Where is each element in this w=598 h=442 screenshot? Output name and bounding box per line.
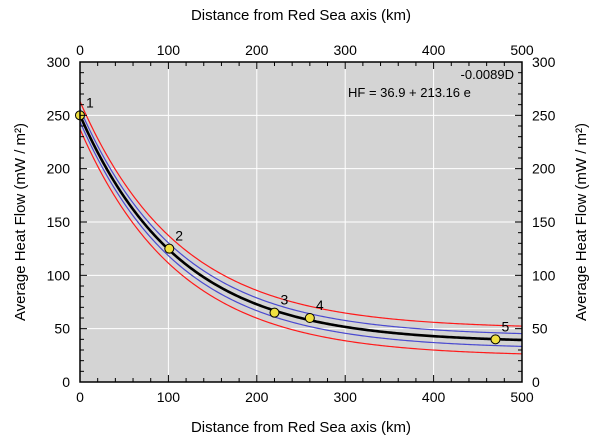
x-tick-label-top: 200	[245, 42, 269, 58]
y-tick-label-left: 300	[47, 54, 71, 70]
grid	[80, 62, 522, 382]
data-points: 1 2 3 4 5	[75, 94, 509, 345]
y-tick-label-right: 100	[532, 267, 556, 283]
y-tick-label-left: 100	[47, 267, 71, 283]
equation-main: HF = 36.9 + 213.16 e	[348, 85, 471, 100]
y-tick-label-left: 200	[47, 161, 71, 177]
data-point-label-4: 4	[316, 297, 324, 313]
y-tick-label-right: 200	[532, 161, 556, 177]
x-tick-label-bottom: 200	[245, 389, 269, 405]
confidence-band-line	[79, 121, 523, 347]
data-point-3	[269, 307, 280, 318]
data-point-2	[164, 243, 175, 254]
y-axis-label-left: Average Heat Flow (mW / m²)	[12, 123, 29, 321]
fit-curve	[78, 114, 523, 342]
y-tick-label-right: 0	[532, 374, 540, 390]
x-axis-label-bottom: Distance from Red Sea axis (km)	[191, 419, 411, 436]
x-tick-label-bottom: 0	[76, 389, 84, 405]
y-tick-label-left: 250	[47, 107, 71, 123]
x-tick-label-top: 100	[157, 42, 181, 58]
data-point-label-5: 5	[501, 318, 509, 334]
data-point-label-1: 1	[86, 94, 94, 110]
data-point-label-2: 2	[175, 228, 183, 244]
y-axis-label-right: Average Heat Flow (mW / m²)	[573, 123, 590, 321]
x-tick-label-bottom: 100	[157, 389, 181, 405]
x-tick-label-top: 400	[422, 42, 446, 58]
confidence-band-line	[79, 128, 523, 355]
x-tick-label-bottom: 500	[510, 389, 534, 405]
x-tick-label-top: 500	[510, 42, 534, 58]
y-tick-label-left: 0	[62, 374, 70, 390]
confidence-band-line	[79, 101, 523, 327]
x-tick-label-bottom: 300	[334, 389, 358, 405]
data-point-label-3: 3	[280, 292, 288, 308]
y-tick-label-right: 50	[532, 321, 548, 337]
data-point-5	[490, 334, 501, 345]
y-tick-label-left: 150	[47, 214, 71, 230]
data-point-4	[304, 313, 315, 323]
confidence-band-line	[79, 108, 523, 335]
curves	[78, 101, 523, 355]
y-tick-label-right: 300	[532, 54, 556, 70]
y-tick-label-right: 250	[532, 107, 556, 123]
x-tick-label-top: 300	[334, 42, 358, 58]
equation-exponent: -0.0089D	[461, 67, 514, 82]
x-tick-label-bottom: 400	[422, 389, 446, 405]
y-tick-label-left: 50	[54, 321, 70, 337]
x-tick-label-top: 0	[76, 42, 84, 58]
y-tick-label-right: 150	[532, 214, 556, 230]
x-axis-label-top: Distance from Red Sea axis (km)	[191, 7, 411, 24]
